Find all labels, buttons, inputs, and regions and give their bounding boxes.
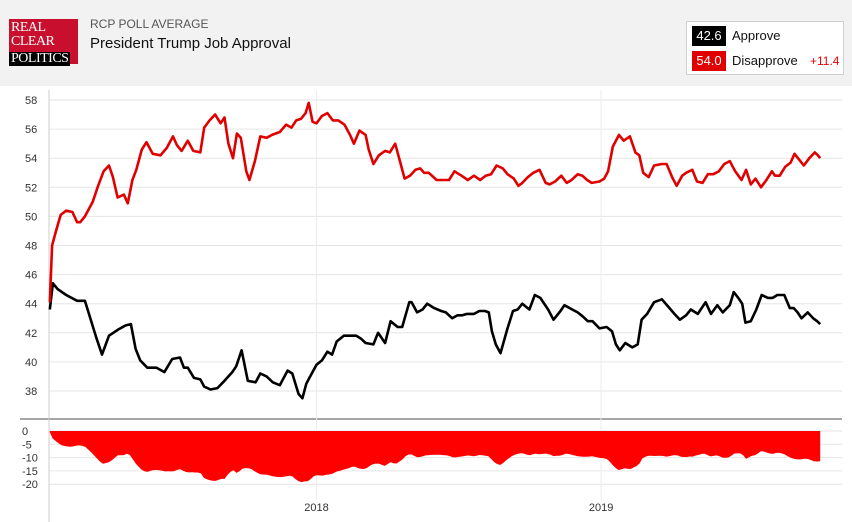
spread-tick--5: -5 xyxy=(22,439,32,451)
legend-box: 42.6 Approve 54.0 Disapprove +11.4 xyxy=(686,21,844,75)
logo-line-3: POLITICS xyxy=(9,51,71,66)
chart-subtitle: RCP POLL AVERAGE xyxy=(90,17,209,31)
x-tick-2018: 2018 xyxy=(304,502,328,514)
y-tick-44: 44 xyxy=(25,299,37,311)
y-tick-42: 42 xyxy=(25,328,37,340)
spread-tick-0: 0 xyxy=(22,426,28,438)
chart-title: President Trump Job Approval xyxy=(90,35,291,52)
disapprove-label: Disapprove xyxy=(732,53,798,68)
y-tick-48: 48 xyxy=(25,241,37,253)
y-tick-52: 52 xyxy=(25,182,37,194)
approve-value: 42.6 xyxy=(692,26,726,46)
disapprove-value: 54.0 xyxy=(692,51,726,71)
series-line-disapprove xyxy=(48,101,822,303)
spread-tick--20: -20 xyxy=(22,479,38,491)
series-line-approve xyxy=(48,282,822,400)
y-tick-56: 56 xyxy=(25,124,37,136)
y-tick-40: 40 xyxy=(25,357,37,369)
spread-tick--10: -10 xyxy=(22,453,38,465)
y-tick-38: 38 xyxy=(25,386,37,398)
spread-value: +11.4 xyxy=(810,54,840,68)
y-tick-54: 54 xyxy=(25,153,37,165)
logo-line-2: CLEAR xyxy=(11,34,55,49)
y-tick-58: 58 xyxy=(25,95,37,107)
spread-tick--15: -15 xyxy=(22,466,38,478)
chart-header: REAL CLEAR POLITICS RCP POLL AVERAGE Pre… xyxy=(0,0,852,84)
approve-label: Approve xyxy=(732,28,781,43)
spread-area xyxy=(49,431,821,483)
y-tick-50: 50 xyxy=(25,211,37,223)
rcp-logo[interactable]: REAL CLEAR POLITICS xyxy=(9,19,78,66)
y-tick-46: 46 xyxy=(25,270,37,282)
approval-chart[interactable]: 38 40 42 44 46 48 50 52 54 56 58 0-5 -10-15-20 2018 20… xyxy=(0,86,852,522)
x-tick-2019: 2019 xyxy=(589,502,613,514)
logo-line-1: REAL xyxy=(11,20,46,35)
